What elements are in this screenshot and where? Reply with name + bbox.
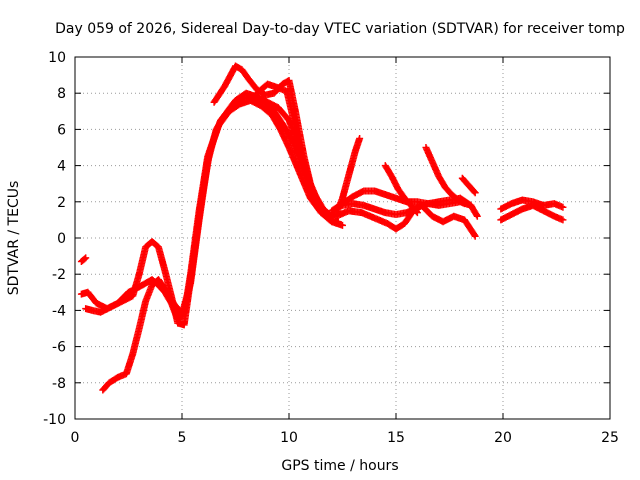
data-point xyxy=(339,221,346,229)
data-point xyxy=(471,232,479,240)
data-point xyxy=(559,216,567,224)
y-tick-label: 0 xyxy=(57,231,66,247)
data-point xyxy=(356,134,364,142)
chart-title: Day 059 of 2026, Sidereal Day-to-day VTE… xyxy=(55,21,625,37)
y-tick-label: -8 xyxy=(52,376,66,392)
data-point xyxy=(473,212,481,220)
data-point xyxy=(81,255,89,263)
series-sat-j xyxy=(422,144,468,208)
series-sat-e xyxy=(253,80,364,220)
data-point xyxy=(470,231,478,239)
x-axis-label: GPS time / hours xyxy=(281,458,398,474)
y-tick-label: -2 xyxy=(52,267,66,283)
data-point xyxy=(413,209,421,217)
data-point xyxy=(559,203,567,211)
x-tick-label: 20 xyxy=(494,430,512,446)
x-tick-label: 5 xyxy=(178,430,187,446)
series-sat-k xyxy=(458,174,479,197)
series-sat-i xyxy=(381,162,421,217)
y-tick-label: 4 xyxy=(57,159,66,175)
data-point xyxy=(412,208,420,216)
y-tick-label: 2 xyxy=(57,195,66,211)
y-axis-label: SDTVAR / TECUs xyxy=(6,181,22,296)
y-tick-label: -4 xyxy=(52,303,66,319)
x-tick-label: 0 xyxy=(71,430,80,446)
data-point xyxy=(470,188,478,196)
x-tick-label: 10 xyxy=(280,430,298,446)
grid xyxy=(75,57,610,419)
y-tick-label: 6 xyxy=(57,122,66,138)
series-sat-n xyxy=(77,254,90,266)
ticks: 0 5 10 15 20 25 -10 -8 -6 -4 -2 0 2 4 6 8 10 xyxy=(43,50,619,446)
data-point xyxy=(466,201,474,209)
data-point xyxy=(471,189,479,197)
y-tick-label: 10 xyxy=(48,50,66,66)
x-tick-label: 15 xyxy=(387,430,405,446)
series-sat-m xyxy=(497,201,567,224)
series-sat-c xyxy=(99,89,342,394)
data-point xyxy=(460,200,468,208)
series-layer xyxy=(77,62,567,394)
x-tick-label: 25 xyxy=(601,430,619,446)
data-point xyxy=(467,201,475,209)
y-tick-label: 8 xyxy=(57,86,66,102)
data-point xyxy=(82,254,90,262)
y-tick-label: -10 xyxy=(43,412,66,428)
series-sat-g xyxy=(332,201,479,240)
data-point xyxy=(473,211,481,219)
y-tick-label: -6 xyxy=(52,340,66,356)
